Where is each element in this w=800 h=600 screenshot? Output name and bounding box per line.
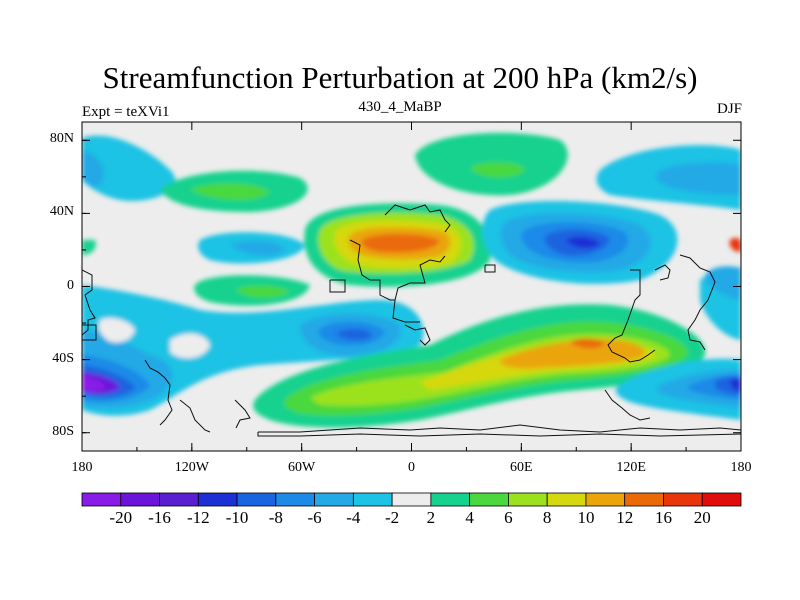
colorbar-label: 20 (693, 508, 711, 527)
x-tick-label: 0 (408, 460, 415, 475)
colorbar-label: -8 (268, 508, 283, 527)
colorbar (81, 492, 742, 507)
plot-title: Streamfunction Perturbation at 200 hPa (… (102, 60, 698, 95)
colorbar-swatch (236, 492, 277, 507)
colorbar-label: -4 (346, 508, 361, 527)
colorbar-swatch (314, 492, 354, 507)
y-tick-label: 40N (49, 204, 74, 220)
season-label: DJF (716, 101, 742, 117)
colorbar-swatch (624, 492, 664, 507)
colorbar-swatch (120, 492, 160, 507)
colorbar-label: 12 (616, 508, 634, 527)
colorbar-label: -16 (148, 508, 171, 527)
colorbar-label: 16 (654, 508, 672, 527)
colorbar-label: -6 (307, 508, 322, 527)
colorbar-swatch (159, 492, 199, 507)
experiment-label: Expt = teXVi1 (82, 104, 170, 120)
axis-ticks (81, 122, 742, 451)
colorbar-swatch (430, 492, 471, 507)
y-tick-label: 0 (67, 277, 74, 293)
y-tick-label: 40S (52, 350, 74, 366)
colorbar-swatch (275, 492, 315, 507)
colorbar-label: -20 (109, 508, 133, 527)
colorbar-label: -10 (225, 508, 249, 527)
colorbar-label: 4 (465, 508, 474, 527)
x-tick-label: 180 (71, 460, 93, 475)
colorbar-swatch (391, 492, 432, 507)
colorbar-label: -2 (385, 508, 400, 527)
y-tick-label: 80N (49, 131, 74, 147)
colorbar-swatch (701, 492, 742, 507)
coastline-layer (82, 204, 741, 437)
colorbar-label: 8 (542, 508, 552, 527)
colorbar-swatch (81, 492, 122, 507)
colorbar-swatch (585, 492, 626, 507)
period-label: 430_4_MaBP (358, 99, 442, 115)
colorbar-swatch (469, 492, 509, 507)
x-tick-label: 120W (174, 460, 209, 475)
colorbar-label: 2 (426, 508, 436, 527)
x-tick-label: 180 (730, 460, 752, 475)
colorbar-label: 6 (504, 508, 513, 527)
colorbar-swatch (352, 492, 393, 507)
colorbar-label: 10 (577, 508, 595, 527)
colorbar-swatch (197, 492, 238, 507)
y-tick-label: 80S (52, 423, 74, 439)
field-layer (82, 122, 741, 451)
colorbar-swatch (508, 492, 548, 507)
colorbar-label: -12 (186, 508, 210, 527)
x-tick-label: 60W (288, 460, 316, 475)
colorbar-swatch (546, 492, 587, 507)
x-tick-label: 60E (510, 460, 533, 475)
colorbar-swatch (663, 492, 703, 507)
x-tick-label: 120E (616, 460, 646, 475)
